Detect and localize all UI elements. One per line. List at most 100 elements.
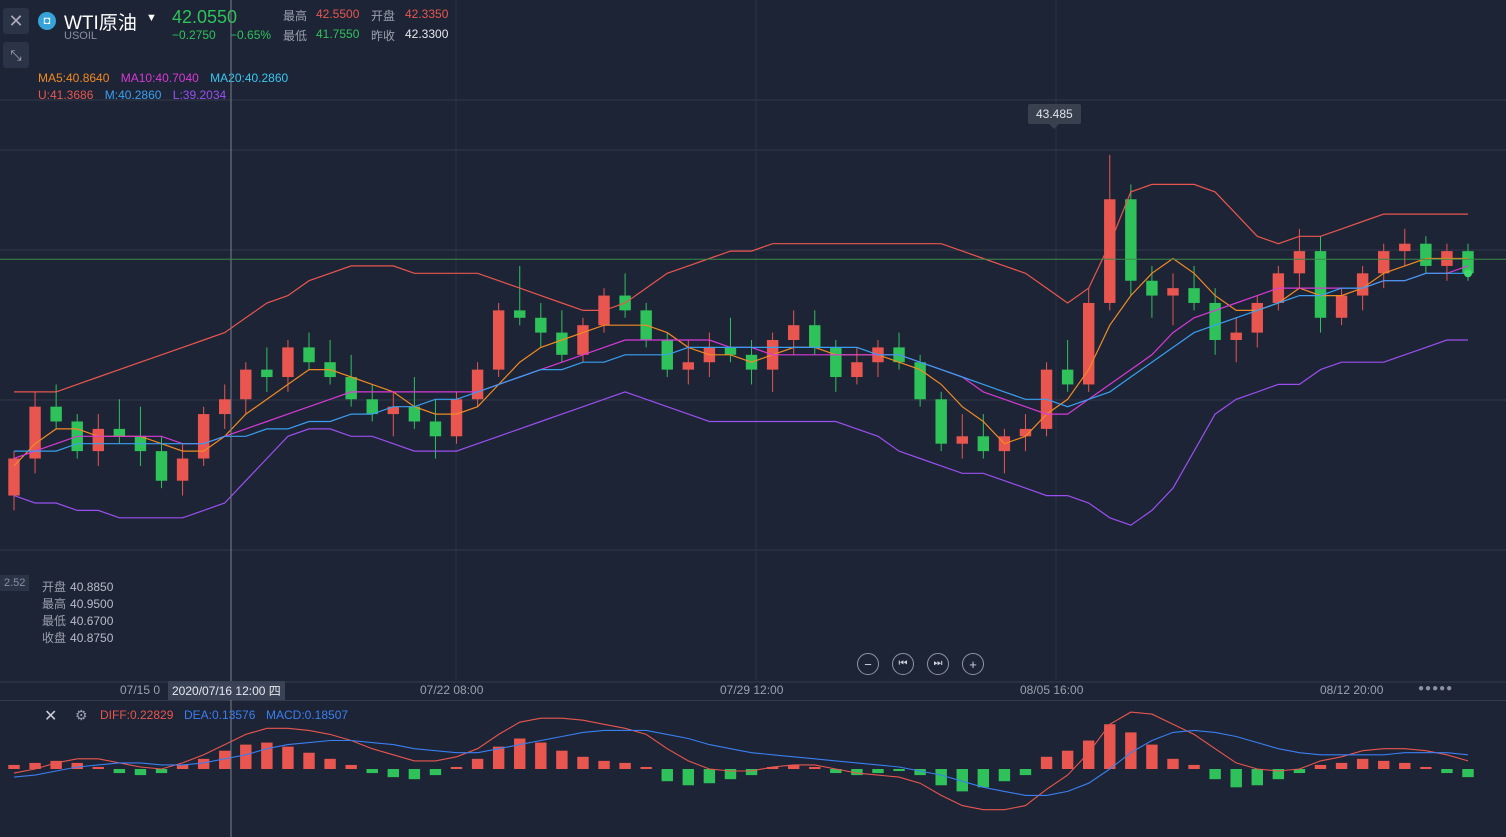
open-label: 开盘 [371,9,396,23]
chevron-down-icon[interactable]: ▼ [146,12,157,24]
candle-body-43 [914,362,926,400]
shrink-button[interactable]: ⤡ [3,42,29,68]
low-value: 41.7550 [316,27,360,41]
candle-body-40 [851,362,863,378]
candle-body-1 [29,406,41,459]
macd-bar-62 [1314,764,1327,769]
candle-body-2 [50,406,62,422]
candlestick-chart[interactable] [0,0,1506,700]
macd-bar-33 [703,769,716,784]
macd-bar-39 [830,769,842,774]
low-label: 最低 [283,29,308,43]
macd-bar-18 [387,769,400,778]
candle-body-32 [682,362,695,370]
high-price-tag: 43.485 [1028,104,1081,129]
candle-body-20 [429,421,442,437]
candle-body-9 [197,414,210,459]
macd-bar-49 [1040,756,1053,769]
candle-body-37 [787,325,800,340]
candle-body-48 [1019,428,1032,437]
candle-body-24 [514,310,526,318]
candle-body-56 [1188,288,1200,303]
macd-bar-6 [134,769,147,776]
candle-body-10 [219,399,231,415]
macd-bar-12 [261,742,273,769]
hover-high: 最高 40.9500 [42,597,114,611]
step-forward-button[interactable]: ⏭ [927,653,949,675]
macd-bar-57 [1209,769,1221,780]
candle-body-51 [1082,302,1095,385]
candle-body-19 [408,406,421,422]
close-chart-button[interactable]: ✕ [3,8,29,34]
price-change-pct: −0.65% [230,28,272,42]
macd-bar-3 [71,762,83,769]
high-value: 42.5500 [316,7,360,21]
candle-body-27 [577,325,589,355]
macd-bar-48 [1019,769,1032,776]
candle-body-39 [830,347,842,378]
macd-bar-20 [429,769,442,776]
candle-body-17 [366,399,378,415]
macd-bar-40 [851,769,863,776]
macd-bar-4 [92,766,105,769]
macd-bar-53 [1125,732,1137,769]
candle-body-66 [1399,243,1411,252]
hover-open: 开盘 40.8850 [42,580,114,594]
close-icon: ✕ [8,10,24,31]
candle-body-38 [809,325,821,348]
macd-bar-7 [155,769,168,774]
x-tick-3: 08/05 16:00 [1020,683,1084,697]
candle-body-26 [556,332,568,355]
crosshair-time-label: 2020/07/16 12:00 四 [168,681,285,700]
close-macd-icon[interactable]: ✕ [44,708,58,725]
candle-body-16 [345,377,357,400]
macd-bar-23 [492,746,505,769]
macd-bar-9 [197,758,210,769]
macd-bar-14 [303,752,315,769]
pager-dots[interactable]: ●●●●● [1418,683,1454,694]
zoom-in-button[interactable]: + [962,653,984,675]
candle-body-55 [1167,288,1179,296]
step-forward-icon: ⏭ [933,658,943,669]
macd-bar-59 [1251,769,1263,786]
candle-body-18 [387,406,400,415]
candle-body-61 [1293,251,1306,274]
macd-bar-58 [1230,769,1242,788]
series-line-ma5 [13,257,1468,467]
price-change: −0.2750 [172,28,216,42]
instrument-name[interactable]: WTI原油 [64,13,137,34]
candle-body-21 [450,399,463,437]
macd-bar-27 [577,756,589,769]
series-line-u [14,183,1468,393]
macd-bar-13 [282,746,294,769]
candle-body-44 [935,399,947,444]
macd-bar-34 [724,769,737,780]
candle-body-45 [956,436,968,444]
zoom-out-button[interactable]: − [857,653,879,675]
macd-bar-41 [872,769,884,774]
macd-bar-25 [535,742,547,769]
x-tick-2: 07/29 12:00 [720,683,784,697]
x-tick-1: 07/22 08:00 [420,683,484,697]
macd-bar-38 [809,766,821,769]
macd-bar-68 [1441,769,1453,774]
macd-bar-60 [1272,769,1285,780]
macd-bar-42 [893,769,905,772]
macd-chart[interactable] [0,700,1506,837]
macd-bar-67 [1420,766,1432,769]
candle-body-54 [1146,280,1158,296]
macd-bar-63 [1335,762,1348,769]
macd-bar-10 [219,750,231,769]
step-back-button[interactable]: ⏮ [892,653,914,675]
macd-bar-24 [514,738,526,769]
macd-bar-30 [640,766,652,769]
zoom-in-icon: + [969,656,977,672]
candle-body-13 [282,347,294,378]
candle-body-25 [535,317,547,333]
candle-body-5 [113,428,126,437]
candle-body-14 [303,347,315,363]
macd-bar-61 [1293,769,1306,774]
settings-icon[interactable]: ⚙ [75,707,88,723]
macd-bar-17 [366,769,378,774]
macd-bar-28 [598,760,610,769]
